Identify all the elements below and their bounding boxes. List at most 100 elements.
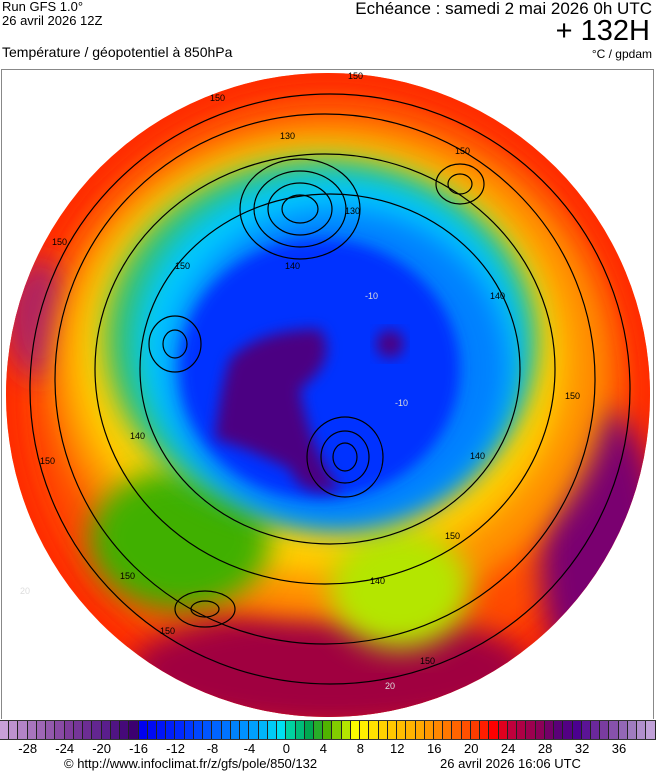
colorbar-cell bbox=[64, 721, 74, 739]
map-frame bbox=[1, 69, 654, 719]
polar-temperature-map: 150 150 150 150 150 150 150 150 140 140 … bbox=[6, 71, 650, 717]
svg-text:140: 140 bbox=[130, 431, 145, 441]
colorbar-cell bbox=[166, 721, 176, 739]
colorbar-tick-label: 8 bbox=[356, 741, 364, 756]
colorbar-cell bbox=[230, 721, 241, 739]
colorbar-cell bbox=[526, 721, 536, 739]
colorbar-cell bbox=[120, 721, 130, 739]
colorbar-cell bbox=[36, 721, 47, 739]
colorbar-cell bbox=[221, 721, 231, 739]
colorbar-tick-label: -8 bbox=[206, 741, 219, 756]
colorbar-cell bbox=[600, 721, 610, 739]
colorbar-cell bbox=[646, 721, 656, 739]
colorbar-tick-label: -20 bbox=[92, 741, 112, 756]
svg-text:150: 150 bbox=[160, 626, 175, 636]
colorbar-cell bbox=[286, 721, 296, 739]
colorbar-cell bbox=[92, 721, 102, 739]
colorbar-tick-label: 20 bbox=[463, 741, 479, 756]
colorbar-cell bbox=[350, 721, 361, 739]
colorbar-cell bbox=[46, 721, 56, 739]
svg-text:130: 130 bbox=[345, 206, 360, 216]
colorbar-cell bbox=[129, 721, 139, 739]
colorbar-cell bbox=[434, 721, 444, 739]
generated-time: 26 avril 2026 16:06 UTC bbox=[440, 756, 581, 771]
colorbar-cell bbox=[498, 721, 508, 739]
colorbar-cell bbox=[212, 721, 222, 739]
colorbar-tick-label: -28 bbox=[18, 741, 38, 756]
colorbar-cell bbox=[517, 721, 527, 739]
svg-text:-10: -10 bbox=[365, 291, 378, 301]
colorbar-cell bbox=[572, 721, 582, 739]
colorbar-cell bbox=[341, 721, 351, 739]
svg-text:-10: -10 bbox=[395, 398, 408, 408]
colorbar-cell bbox=[406, 721, 416, 739]
colorbar-tick-label: 28 bbox=[537, 741, 553, 756]
colorbar-cell bbox=[591, 721, 601, 739]
colorbar-cell bbox=[415, 721, 425, 739]
colorbar-cell bbox=[9, 721, 19, 739]
colorbar-cell bbox=[332, 721, 342, 739]
svg-text:20: 20 bbox=[385, 681, 395, 691]
colorbar-tick-label: 32 bbox=[574, 741, 590, 756]
colorbar-cell bbox=[360, 721, 370, 739]
temperature-field bbox=[6, 73, 650, 717]
svg-text:150: 150 bbox=[348, 71, 363, 81]
colorbar-cell bbox=[193, 721, 204, 739]
colorbar-cell bbox=[480, 721, 490, 739]
colorbar-cell bbox=[258, 721, 268, 739]
parameter-title: Température / géopotentiel à 850hPa bbox=[2, 44, 233, 60]
colorbar-cell bbox=[618, 721, 628, 739]
colorbar-cell bbox=[609, 721, 619, 739]
colorbar-cell bbox=[249, 721, 259, 739]
colorbar-tick-label: 4 bbox=[319, 741, 327, 756]
colorbar-cell bbox=[101, 721, 111, 739]
colorbar-tick-label: -16 bbox=[129, 741, 148, 756]
colorbar-cell bbox=[0, 721, 10, 739]
colorbar-cell bbox=[544, 721, 555, 739]
colorbar-cell bbox=[304, 721, 314, 739]
svg-text:150: 150 bbox=[120, 571, 135, 581]
colorbar-cell bbox=[461, 721, 471, 739]
colorbar-cell bbox=[203, 721, 213, 739]
colorbar-cell bbox=[489, 721, 499, 739]
colorbar-cell bbox=[184, 721, 194, 739]
colorbar-tick-label: 0 bbox=[282, 741, 291, 756]
colorbar-cell bbox=[535, 721, 545, 739]
svg-text:140: 140 bbox=[285, 261, 300, 271]
svg-text:150: 150 bbox=[175, 261, 190, 271]
colorbar-cell bbox=[156, 721, 167, 739]
colorbar-cell bbox=[73, 721, 84, 739]
colorbar-cell bbox=[581, 721, 591, 739]
colorbar-cell bbox=[637, 721, 647, 739]
colorbar-cell bbox=[147, 721, 157, 739]
colorbar-cell bbox=[55, 721, 65, 739]
svg-text:150: 150 bbox=[40, 456, 55, 466]
colorbar-cell bbox=[563, 721, 573, 739]
contour-labels: 150 150 150 150 150 150 150 150 140 140 … bbox=[20, 71, 580, 691]
colorbar-cell bbox=[313, 721, 324, 739]
svg-text:150: 150 bbox=[52, 237, 67, 247]
colorbar-cell bbox=[378, 721, 388, 739]
svg-text:150: 150 bbox=[445, 531, 460, 541]
geopotential-contours bbox=[29, 93, 631, 685]
colorbar-cell bbox=[83, 721, 93, 739]
colorbar-tick-label: 24 bbox=[500, 741, 516, 756]
colorbar-tick-label: -12 bbox=[166, 741, 185, 756]
valid-time: Echéance : samedi 2 mai 2026 0h UTC bbox=[355, 0, 652, 18]
colorbar-cell bbox=[397, 721, 407, 739]
colorbar-cell bbox=[443, 721, 453, 739]
colorbar-cell bbox=[323, 721, 333, 739]
colorbar-cell bbox=[470, 721, 481, 739]
run-label: Run GFS 1.0° bbox=[2, 0, 84, 14]
svg-text:130: 130 bbox=[280, 131, 295, 141]
colorbar-cell bbox=[18, 721, 28, 739]
colorbar-tick-label: 16 bbox=[427, 741, 442, 756]
svg-text:140: 140 bbox=[470, 451, 485, 461]
colorbar bbox=[0, 720, 656, 740]
colorbar-cell bbox=[240, 721, 250, 739]
colorbar-cell bbox=[175, 721, 185, 739]
source-url[interactable]: © http://www.infoclimat.fr/z/gfs/pole/85… bbox=[64, 756, 318, 771]
colorbar-tick-label: -4 bbox=[243, 741, 256, 756]
colorbar-cell bbox=[452, 721, 462, 739]
colorbar-cell bbox=[627, 721, 638, 739]
